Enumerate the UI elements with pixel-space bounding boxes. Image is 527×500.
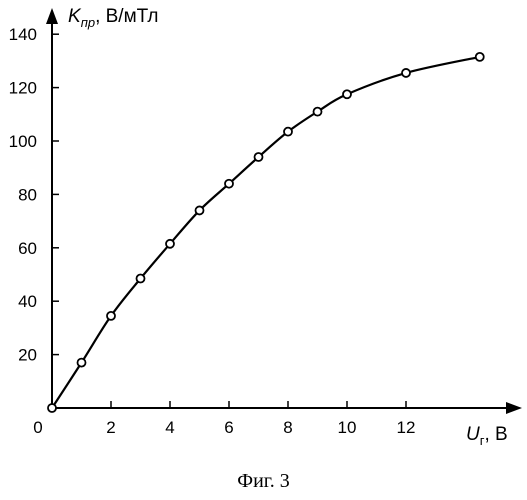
- data-point: [402, 69, 410, 77]
- x-tick-label: 6: [224, 418, 233, 437]
- x-tick-label: 4: [165, 418, 174, 437]
- series: [48, 53, 484, 412]
- data-point: [476, 53, 484, 61]
- x-axis-arrow: [506, 402, 522, 414]
- x-axis-label-unit: , В: [484, 424, 507, 445]
- x-tick-label: 2: [106, 418, 115, 437]
- x-tick-label: 8: [283, 418, 292, 437]
- data-point: [255, 153, 263, 161]
- data-point: [343, 90, 351, 98]
- data-point: [314, 108, 322, 116]
- y-tick-label: 20: [18, 346, 37, 365]
- data-point: [166, 240, 174, 248]
- y-tick-label: 100: [9, 132, 37, 151]
- data-point: [137, 275, 145, 283]
- y-tick-label: 140: [9, 25, 37, 44]
- data-point: [196, 206, 204, 214]
- data-point: [225, 180, 233, 188]
- data-point: [48, 404, 56, 412]
- data-point: [107, 312, 115, 320]
- chart: 0 2 4 6 8 10 12 20 40 60 80 100 120 140 Kпр, В/мТл U…: [0, 0, 527, 470]
- y-axis-label-sub: пр: [81, 15, 95, 30]
- series-line: [52, 57, 480, 408]
- y-tick-label: 80: [18, 185, 37, 204]
- data-point: [78, 359, 86, 367]
- figure-caption: Фиг. 3: [0, 470, 527, 493]
- x-axis-label: Uг, В: [466, 424, 508, 448]
- data-point: [284, 128, 292, 136]
- x-tick-label: 0: [33, 418, 42, 437]
- y-axis-label: Kпр, В/мТл: [68, 6, 159, 30]
- x-axis-label-main: U: [466, 424, 480, 445]
- y-tick-label: 60: [18, 239, 37, 258]
- x-tick-label: 12: [397, 418, 416, 437]
- y-tick-label: 120: [9, 79, 37, 98]
- y-axis-label-unit: , В/мТл: [95, 6, 158, 27]
- y-tick-label: 40: [18, 292, 37, 311]
- x-ticks: 0 2 4 6 8 10 12: [33, 401, 415, 437]
- y-axis-arrow: [46, 8, 58, 24]
- x-tick-label: 10: [338, 418, 357, 437]
